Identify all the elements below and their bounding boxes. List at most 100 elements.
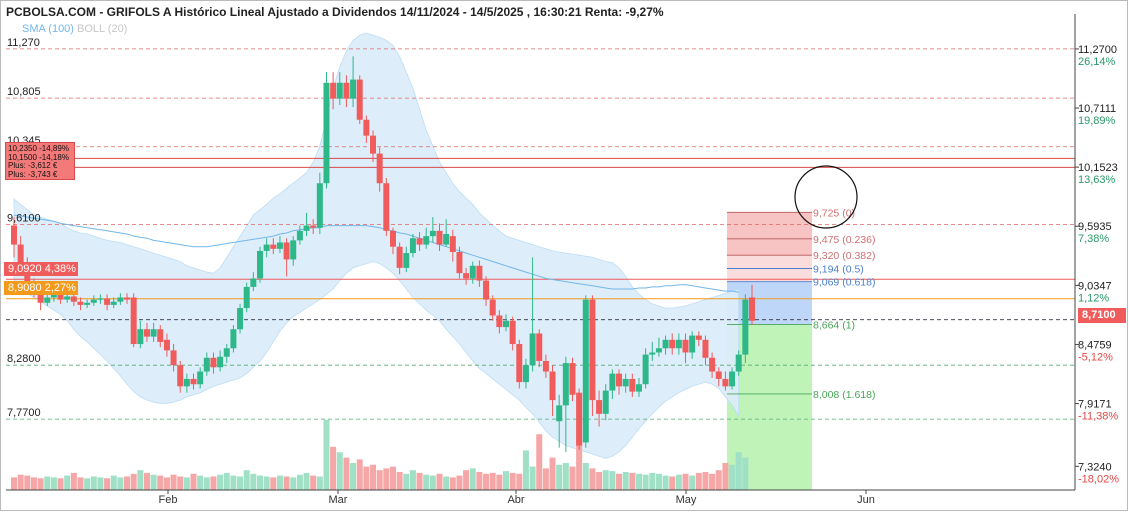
volume-bar xyxy=(11,477,17,490)
y-price-label: 7,9171 xyxy=(1078,399,1112,411)
x-tick-label: Jun xyxy=(857,494,875,506)
volume-bar xyxy=(104,478,111,490)
candle-body xyxy=(443,234,450,245)
volume-bar xyxy=(463,470,470,490)
candle-body xyxy=(230,329,237,349)
volume-bar xyxy=(729,464,736,490)
candle-body xyxy=(137,329,144,345)
volume-bar xyxy=(509,472,516,490)
candle-body xyxy=(350,79,357,99)
candle-body xyxy=(17,244,24,263)
volume-bar xyxy=(316,476,323,490)
candle-body xyxy=(197,371,204,385)
fibonacci-zones xyxy=(727,212,812,490)
candle-body xyxy=(183,378,190,387)
volume-bar xyxy=(137,470,144,490)
volume-bar xyxy=(343,457,350,490)
volume-bar xyxy=(443,476,450,490)
volume-bar xyxy=(296,474,303,490)
candle-body xyxy=(709,357,716,372)
candle-body xyxy=(423,236,430,245)
volume-bar xyxy=(177,476,184,490)
candle-body xyxy=(616,373,623,387)
volume-bar xyxy=(582,463,589,490)
volume-bar xyxy=(476,472,483,490)
volume-bar xyxy=(489,472,496,490)
candle-body xyxy=(237,308,244,330)
candle-body xyxy=(70,296,77,302)
volume-bar xyxy=(596,472,603,490)
volume-bar xyxy=(303,472,310,490)
legend-sma[interactable]: SMA (100) xyxy=(22,23,74,35)
volume-bar xyxy=(616,473,623,490)
candle-body xyxy=(469,265,476,279)
volume-bar xyxy=(237,476,244,490)
candle-body xyxy=(263,244,270,251)
candle-body xyxy=(110,301,117,305)
volume-bar xyxy=(243,470,250,490)
candle-body xyxy=(283,242,290,260)
volume-bar xyxy=(157,475,164,490)
volume-bar xyxy=(17,474,24,490)
volume-bar xyxy=(675,474,682,490)
candle-body xyxy=(389,230,396,247)
volume-bar xyxy=(469,468,476,490)
volume-bar xyxy=(336,452,343,490)
y-price-label: 9,5935 xyxy=(1078,221,1112,233)
left-level-label: 9,6100 xyxy=(7,212,41,224)
candle-body xyxy=(542,360,549,372)
volume-bar xyxy=(124,476,131,490)
candle-body xyxy=(529,333,536,366)
volume-bar xyxy=(655,473,662,490)
candle-body xyxy=(356,79,363,120)
volume-bar xyxy=(742,457,749,490)
candle-body xyxy=(143,329,150,337)
volume-bar xyxy=(715,470,722,490)
candle-body xyxy=(257,250,263,279)
x-tick-label: Mar xyxy=(329,494,348,506)
legend-boll[interactable]: BOLL (20) xyxy=(77,23,128,35)
indicator-legend: SMA (100) BOLL (20) xyxy=(22,23,127,35)
volume-bar xyxy=(356,459,363,490)
candle-body xyxy=(522,365,529,383)
candle-body xyxy=(496,315,503,328)
fib-label: 9,069 (0.618) xyxy=(813,277,875,289)
fib-label: 8,008 (1.618) xyxy=(813,389,875,401)
y-price-label: 10,7111 xyxy=(1078,103,1116,115)
candle-body xyxy=(90,299,97,303)
volume-bar xyxy=(403,473,410,490)
y-price-label: 11,2700 xyxy=(1078,44,1117,56)
volume-bar xyxy=(57,478,64,490)
volume-bar xyxy=(662,475,669,490)
bollinger-area xyxy=(13,32,740,459)
candle-body xyxy=(702,339,709,358)
candle-body xyxy=(449,236,456,252)
volume-bar xyxy=(396,472,403,490)
volume-bar xyxy=(276,475,283,490)
volume-bar xyxy=(117,477,124,490)
candle-body xyxy=(549,371,556,401)
candle-body xyxy=(489,299,496,316)
sma-path xyxy=(13,214,739,293)
candle-body xyxy=(150,329,157,337)
volume-bar xyxy=(97,477,104,490)
candle-body xyxy=(296,230,303,241)
candle-body xyxy=(509,320,516,345)
candle-body xyxy=(157,329,164,342)
volume-bar xyxy=(70,472,77,490)
volume-bar xyxy=(576,439,583,490)
candle-body xyxy=(290,240,297,260)
volume-bar xyxy=(50,477,57,490)
x-tick-label: May xyxy=(676,494,697,506)
candle-body xyxy=(396,246,403,268)
volume-bar xyxy=(24,475,31,490)
volume-bar xyxy=(622,472,629,490)
volume-bar xyxy=(183,477,190,490)
candle-body xyxy=(303,225,310,231)
y-pct-label: -11,38% xyxy=(1078,411,1118,423)
volume-bar xyxy=(416,472,423,490)
volume-bar xyxy=(283,476,290,490)
candle-body xyxy=(383,183,390,231)
candle-body xyxy=(569,363,576,395)
candle-body xyxy=(250,278,257,287)
